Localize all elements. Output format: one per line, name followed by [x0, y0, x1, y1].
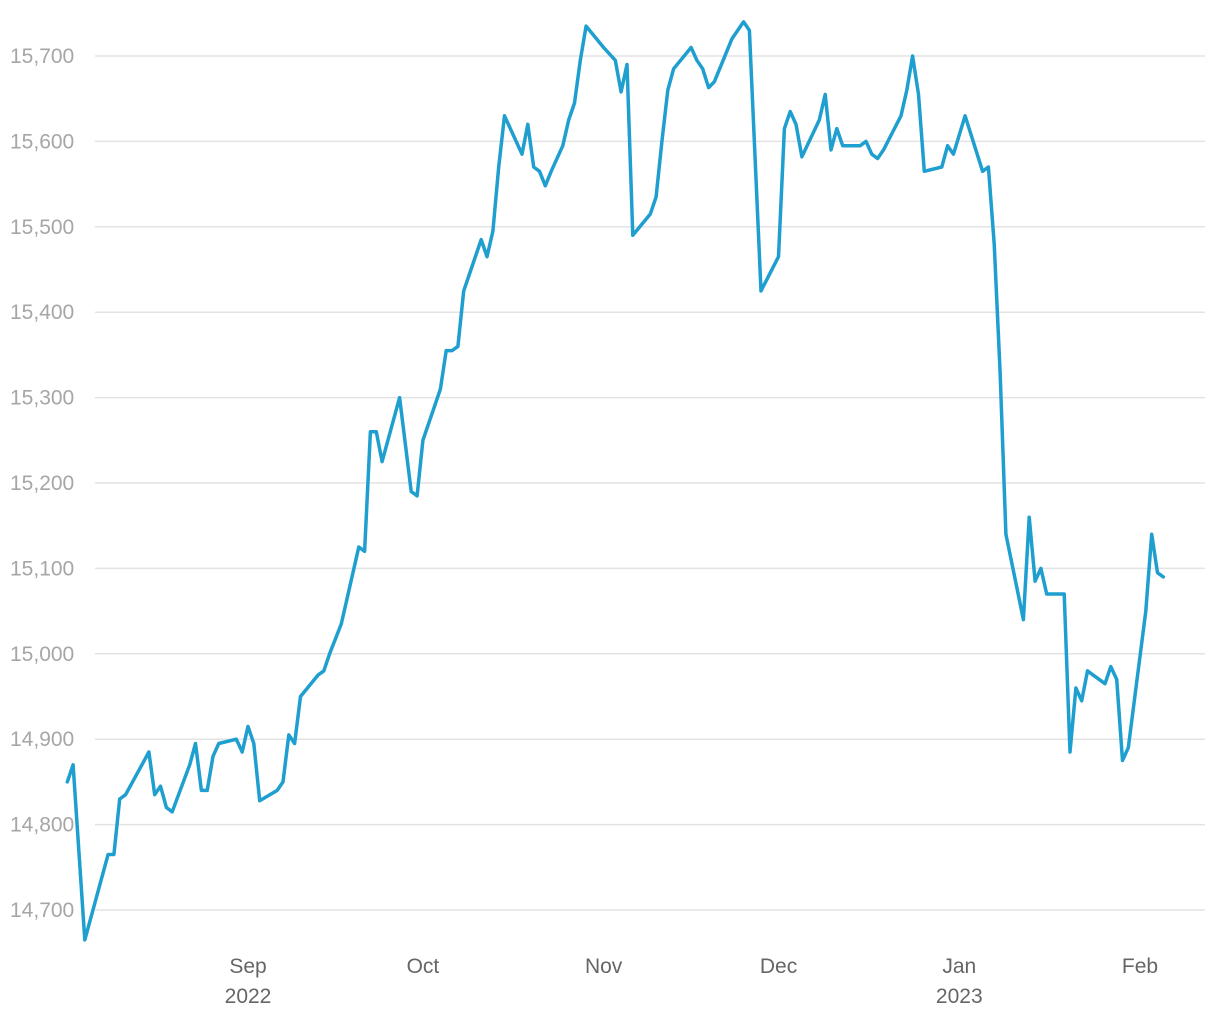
x-tick-label: Sep — [229, 955, 266, 978]
x-tick-label: Feb — [1122, 955, 1158, 978]
y-tick-label: 15,600 — [10, 130, 74, 153]
gridlines — [95, 55, 1205, 911]
y-tick-label: 15,100 — [10, 557, 74, 580]
x-tick-label: Oct — [407, 955, 440, 978]
y-tick-label: 14,700 — [10, 899, 74, 922]
series-layer — [65, 20, 1166, 942]
x-axis-ticks: Sep 2022 Oct Nov Dec Jan 2023 Feb — [225, 955, 1158, 1008]
y-tick-label: 15,300 — [10, 387, 74, 410]
y-tick-label: 14,900 — [10, 728, 74, 751]
x-tick-label: Dec — [760, 955, 797, 978]
y-tick-label: 15,500 — [10, 216, 74, 239]
y-tick-label: 15,400 — [10, 301, 74, 324]
x-tick-year-label: 2023 — [936, 985, 983, 1008]
x-tick-label: Jan — [942, 955, 976, 978]
y-axis-ticks: 14,700 14,800 14,900 15,000 15,100 15,200 15,3… — [10, 45, 74, 922]
series-line — [65, 20, 1166, 942]
y-tick-label: 15,700 — [10, 45, 74, 68]
x-tick-year-label: 2022 — [225, 985, 272, 1008]
y-tick-label: 14,800 — [10, 814, 74, 837]
x-tick-label: Nov — [585, 955, 623, 978]
y-tick-label: 15,200 — [10, 472, 74, 495]
y-tick-label: 15,000 — [10, 643, 74, 666]
